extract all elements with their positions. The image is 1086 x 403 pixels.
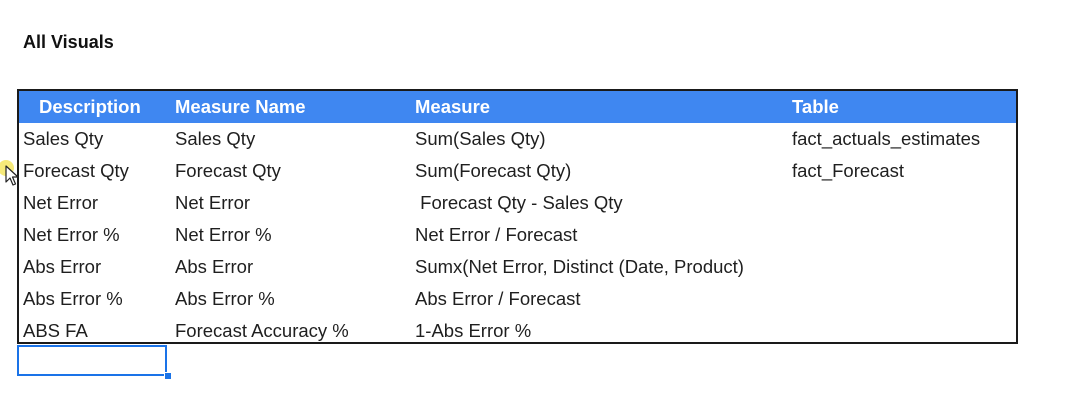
sheet-title: All Visuals — [23, 32, 114, 52]
cell-description[interactable]: Sales Qty — [23, 128, 104, 149]
mouse-pointer-icon — [0, 160, 24, 195]
cell-measure-name[interactable]: Net Error — [175, 192, 251, 213]
cell-measure[interactable]: Net Error / Forecast — [415, 224, 578, 245]
cell-measure-name[interactable]: Abs Error — [175, 256, 254, 277]
table-row: Net Error Net Error Forecast Qty - Sales… — [19, 187, 1016, 219]
table-row: Forecast Qty Forecast Qty Sum(Forecast Q… — [19, 155, 1016, 187]
cell-measure-name[interactable]: Sales Qty — [175, 128, 256, 149]
cell-table[interactable]: fact_actuals_estimates — [792, 128, 981, 149]
cell-table[interactable]: fact_Forecast — [792, 160, 905, 181]
cell-description[interactable]: Abs Error % — [23, 288, 123, 309]
table-header-row: Description Measure Name Measure Table — [19, 91, 1016, 123]
cell-measure[interactable]: Sumx(Net Error, Distinct (Date, Product) — [415, 256, 744, 277]
column-header-description[interactable]: Description — [39, 96, 141, 117]
cell-description[interactable]: Net Error % — [23, 224, 120, 245]
table-row: Net Error % Net Error % Net Error / Fore… — [19, 219, 1016, 251]
measures-table: Description Measure Name Measure Table S… — [17, 89, 1018, 344]
table-row: Abs Error Abs Error Sumx(Net Error, Dist… — [19, 251, 1016, 283]
column-header-measure-name[interactable]: Measure Name — [175, 96, 306, 117]
cell-measure[interactable]: Forecast Qty - Sales Qty — [415, 192, 623, 213]
column-header-measure[interactable]: Measure — [415, 96, 491, 117]
cell-measure[interactable]: Sum(Forecast Qty) — [415, 160, 572, 181]
cell-description[interactable]: Abs Error — [23, 256, 102, 277]
cell-measure[interactable]: 1-Abs Error % — [415, 320, 532, 341]
column-header-table[interactable]: Table — [792, 96, 839, 117]
fill-handle[interactable] — [164, 372, 172, 380]
cell-measure-name[interactable]: Forecast Qty — [175, 160, 281, 181]
cell-description[interactable]: Forecast Qty — [23, 160, 129, 181]
cell-description[interactable]: ABS FA — [23, 320, 88, 341]
table-row: Sales Qty Sales Qty Sum(Sales Qty) fact_… — [19, 123, 1016, 155]
selected-cell-outline[interactable] — [17, 345, 167, 376]
cell-measure-name[interactable]: Forecast Accuracy % — [175, 320, 349, 341]
cell-description[interactable]: Net Error — [23, 192, 99, 213]
cell-measure-name[interactable]: Net Error % — [175, 224, 272, 245]
table-row: ABS FA Forecast Accuracy % 1-Abs Error % — [19, 315, 1016, 347]
cell-measure-name[interactable]: Abs Error % — [175, 288, 275, 309]
table-row: Abs Error % Abs Error % Abs Error / Fore… — [19, 283, 1016, 315]
cell-measure[interactable]: Abs Error / Forecast — [415, 288, 581, 309]
cell-measure[interactable]: Sum(Sales Qty) — [415, 128, 546, 149]
